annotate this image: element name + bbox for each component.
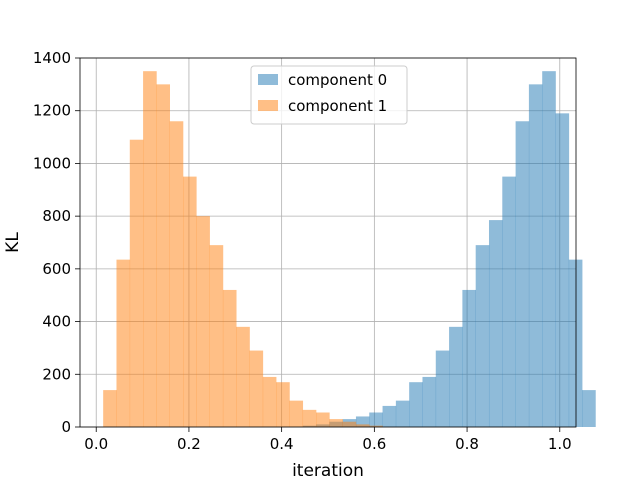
legend-swatch-component-0 xyxy=(258,74,278,85)
bar-series-0-bin-29 xyxy=(488,220,503,427)
bar-series-1-bin-6 xyxy=(183,176,197,427)
bar-series-1-bin-8 xyxy=(209,245,224,427)
x-tick-label-1: 0.2 xyxy=(177,435,201,453)
bar-series-1-bin-10 xyxy=(236,326,250,427)
bar-series-1-bin-4 xyxy=(156,84,170,427)
y-tick-label-3: 600 xyxy=(42,260,71,278)
bar-series-1-bin-18 xyxy=(342,421,357,427)
bar-series-1-bin-20 xyxy=(369,425,383,427)
bar-series-0-bin-36 xyxy=(582,390,596,427)
bar-series-1-bin-13 xyxy=(276,382,290,427)
bar-series-0-bin-33 xyxy=(542,71,556,427)
bar-series-1-bin-15 xyxy=(302,409,317,427)
bar-series-0-bin-25 xyxy=(435,350,450,427)
bar-series-0-bin-31 xyxy=(515,121,530,427)
bar-series-0-bin-32 xyxy=(528,84,543,427)
bar-series-1-bin-17 xyxy=(329,419,343,427)
legend-box xyxy=(250,65,408,125)
x-tick-label-5: 1.0 xyxy=(548,435,572,453)
bar-series-1-bin-11 xyxy=(249,350,264,427)
bar-series-1-bin-7 xyxy=(196,216,210,427)
bar-series-1-bin-12 xyxy=(262,376,277,427)
bar-series-0-bin-27 xyxy=(462,289,476,427)
bar-series-0-bin-21 xyxy=(382,405,397,427)
bar-series-0-bin-19 xyxy=(355,416,370,427)
y-axis-ticks: 0 200 400 600 800 1000 1200 1400 xyxy=(33,49,80,436)
legend-swatch-component-1 xyxy=(258,100,278,111)
bar-series-1-bin-5 xyxy=(169,121,184,427)
x-axis-label: iteration xyxy=(292,461,364,480)
bar-series-0-bin-28 xyxy=(475,245,490,427)
x-tick-label-4: 0.8 xyxy=(455,435,479,453)
bar-series-1-bin-16 xyxy=(316,412,330,427)
bar-series-0-bin-20 xyxy=(369,412,383,427)
bar-series-0-bin-30 xyxy=(502,176,516,427)
x-tick-label-3: 0.6 xyxy=(362,435,386,453)
bar-series-1-bin-2 xyxy=(129,139,144,427)
bar-series-0-bin-26 xyxy=(449,326,463,427)
y-tick-label-2: 400 xyxy=(42,313,71,331)
y-tick-label-7: 1400 xyxy=(33,49,71,67)
bar-series-0-bin-23 xyxy=(409,382,423,427)
legend-label-component-1: component 1 xyxy=(288,97,387,115)
y-tick-label-4: 800 xyxy=(42,207,71,225)
x-tick-label-2: 0.4 xyxy=(270,435,294,453)
bar-series-1-bin-0 xyxy=(103,390,117,427)
y-tick-label-1: 200 xyxy=(42,365,71,383)
bar-series-0-bin-34 xyxy=(555,113,570,427)
x-tick-label-0: 0.0 xyxy=(84,435,108,453)
bar-series-1-bin-9 xyxy=(222,289,237,427)
y-tick-label-0: 0 xyxy=(61,418,71,436)
bar-series-0-bin-24 xyxy=(422,376,437,427)
legend: component 0 component 1 xyxy=(250,65,408,125)
bar-series-0-bin-22 xyxy=(395,400,410,427)
x-axis-ticks: 0.0 0.2 0.4 0.6 0.8 1.0 xyxy=(84,427,572,453)
bars xyxy=(103,71,596,427)
y-axis-label: KL xyxy=(3,232,23,253)
y-tick-label-6: 1200 xyxy=(33,102,71,120)
y-tick-label-5: 1000 xyxy=(33,154,71,172)
legend-label-component-0: component 0 xyxy=(288,71,387,89)
axes-frame xyxy=(79,57,577,428)
bar-series-1-bin-14 xyxy=(289,400,304,427)
bar-series-1-bin-1 xyxy=(116,259,131,427)
bar-series-1-bin-3 xyxy=(143,71,157,427)
bar-series-1-bin-19 xyxy=(355,424,370,427)
